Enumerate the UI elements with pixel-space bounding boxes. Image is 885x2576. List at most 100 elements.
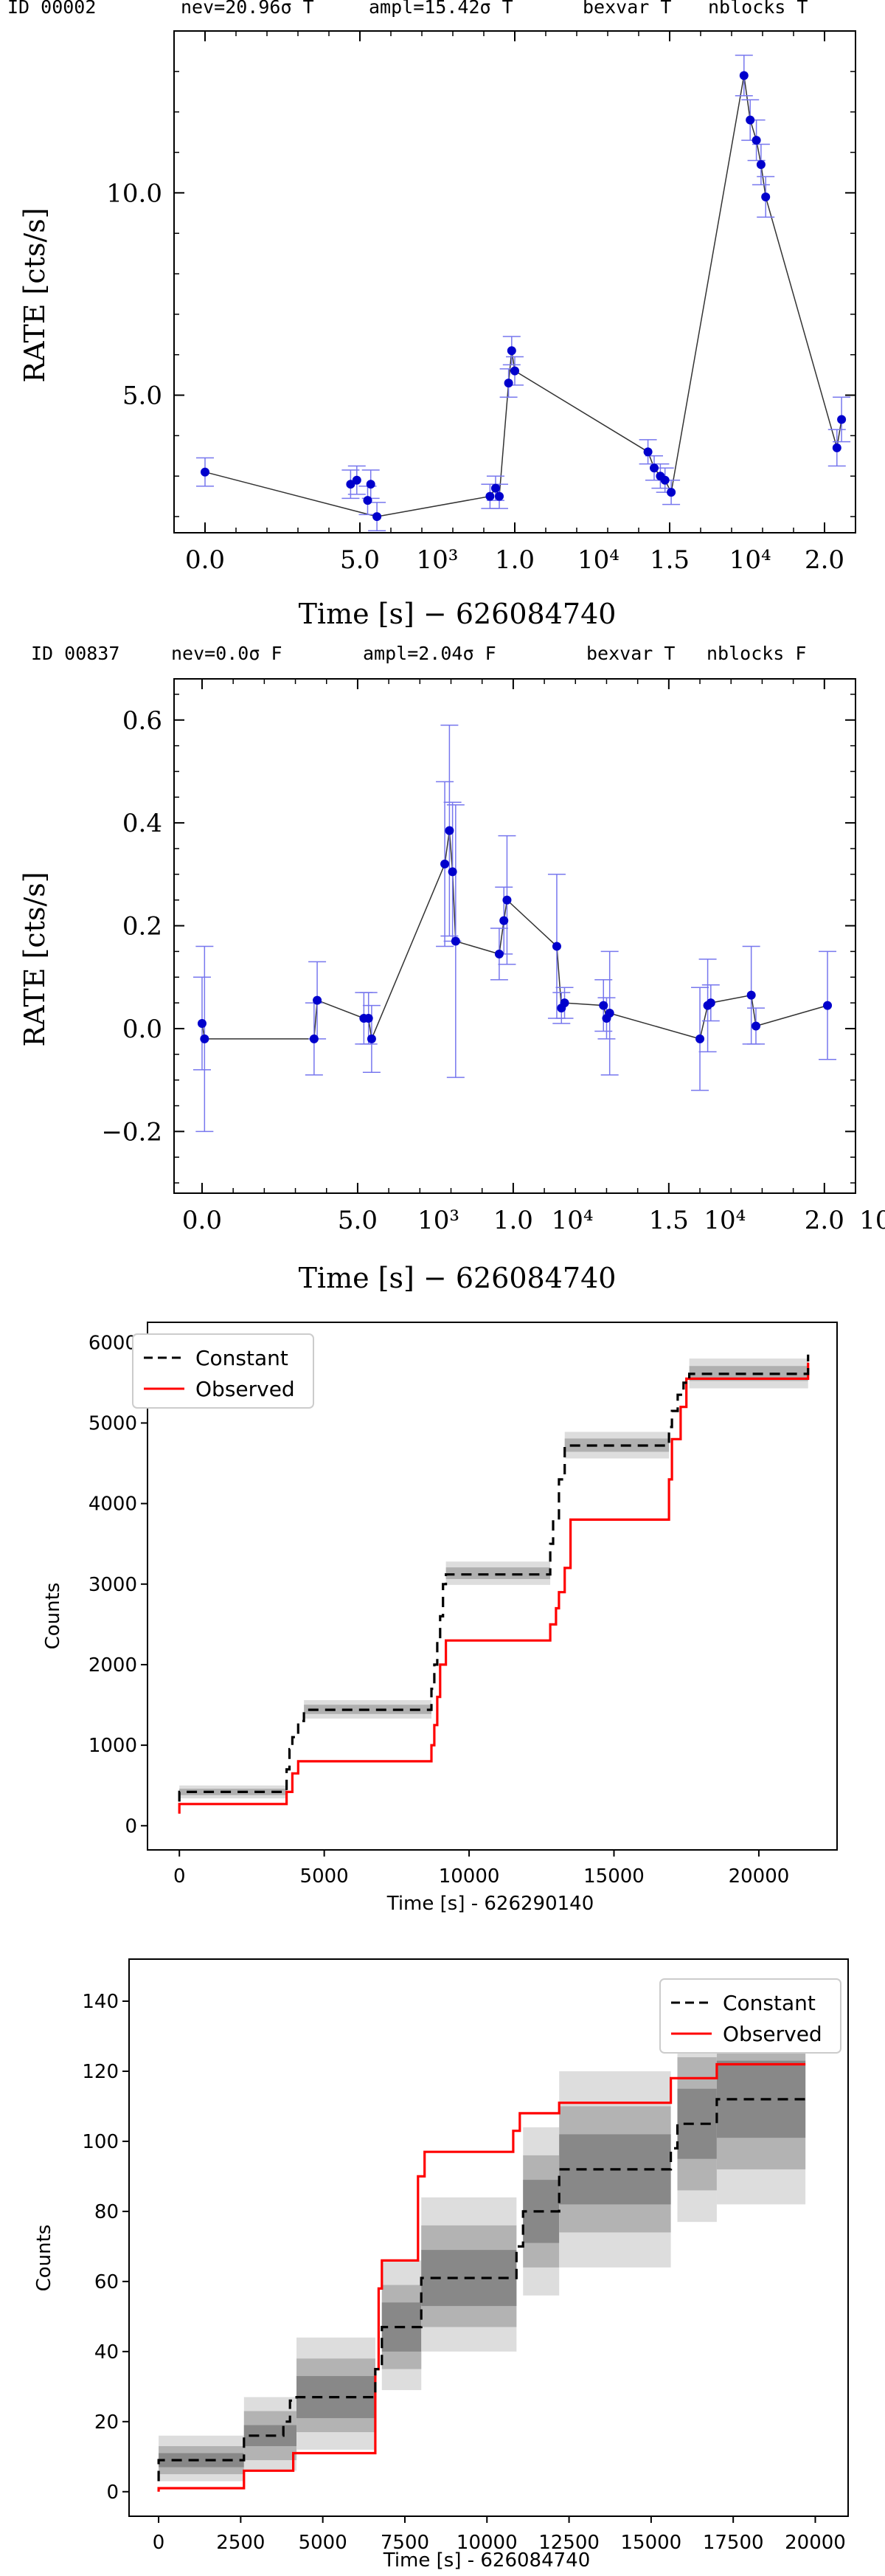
header-nblocks: nblocks T <box>708 0 808 18</box>
x-tick-label: 0.0 <box>182 1206 222 1235</box>
y-tick-label: 100 <box>82 2131 119 2153</box>
x-tick-exponent: 10³ <box>417 1206 459 1235</box>
data-point <box>364 1014 373 1023</box>
legend-label-constant: Constant <box>195 1346 288 1370</box>
header-ampl: ampl=15.42σ T <box>369 0 513 18</box>
plot-frame <box>147 1322 838 1851</box>
x-tick-label: 2500 <box>216 2532 265 2554</box>
data-point <box>552 942 561 951</box>
band-inner <box>564 1438 670 1452</box>
lightcurve-panel-1: ID 00002 nev=20.96σ T ampl=15.42σ T bexv… <box>0 0 885 635</box>
observed-line <box>157 2062 806 2492</box>
y-tick-label: 120 <box>82 2061 119 2083</box>
x-tick-label: 1.0 <box>493 1206 533 1235</box>
y-axis-label: Counts <box>42 1583 64 1650</box>
y-tick-label: 10.0 <box>106 179 162 208</box>
constant-line <box>178 1354 810 1802</box>
data-point <box>695 1034 705 1043</box>
header-ampl: ampl=2.04σ F <box>363 643 496 664</box>
cumulative-chart-1: Time [s] - 626290140 Counts 0 5000 10000 15… <box>42 1322 838 1915</box>
x-tick-exponent: 10⁴ <box>552 1206 594 1235</box>
y-tick-label: 20 <box>94 2411 119 2434</box>
x-tick-label: 2.0 <box>805 1206 844 1235</box>
data-point <box>372 512 382 522</box>
header-bexvar: bexvar T <box>583 0 671 18</box>
data-point <box>832 443 841 452</box>
x-tick-label: 5000 <box>300 1865 349 1888</box>
data-point <box>495 491 504 501</box>
x-tick-label: 0 <box>153 2532 165 2554</box>
data-point <box>313 995 322 1005</box>
data-point <box>746 115 755 125</box>
data-point <box>502 895 512 905</box>
data-point <box>451 936 460 946</box>
data-point <box>445 826 454 835</box>
y-tick-label: 5.0 <box>122 381 162 411</box>
x-tick-label: 10000 <box>439 1865 500 1888</box>
header-id: ID 00002 <box>7 0 96 18</box>
header-nev: nev=20.96σ T <box>181 0 314 18</box>
y-axis-label: RATE [cts/s] <box>18 871 51 1046</box>
band-inner <box>179 1789 287 1795</box>
x-tick-exponent: 10³ <box>417 545 459 575</box>
cumulative-chart-2: Time [s] - 626084740 Counts 0 2500 5000 750… <box>33 1958 849 2572</box>
y-tick-label: 0.0 <box>122 1015 162 1044</box>
legend-label-observed: Observed <box>195 1377 295 1401</box>
header-id: ID 00837 <box>31 643 119 664</box>
x-tick-exponent: 10⁴ <box>704 1206 746 1235</box>
plot-frame <box>128 1958 849 2517</box>
data-point <box>752 136 761 145</box>
data-point <box>660 475 670 485</box>
observed-line <box>178 1362 810 1814</box>
x-tick-exponent: 10⁴ <box>577 545 620 575</box>
x-tick-label: 20000 <box>785 2532 846 2554</box>
y-tick-label: 0.4 <box>122 809 162 838</box>
band-inner <box>677 2088 717 2159</box>
data-point <box>746 990 756 1000</box>
y-tick-label: 140 <box>82 1991 119 2013</box>
data-point <box>490 483 500 493</box>
legend-label-constant: Constant <box>723 1991 816 2015</box>
y-tick-label: 2000 <box>88 1654 137 1677</box>
y-tick-label: 0.6 <box>122 706 162 736</box>
x-axis-label: Time [s] - 626084740 <box>383 2549 591 2572</box>
y-tick-label: 80 <box>94 2201 119 2223</box>
x-tick-label: 5.0 <box>340 545 380 575</box>
band-inner <box>445 1567 551 1579</box>
header-nev: nev=0.0σ F <box>171 643 282 664</box>
legend: Constant Observed <box>132 1333 314 1409</box>
data-point <box>756 159 766 169</box>
x-tick-label: 1.5 <box>650 545 690 575</box>
cumulative-panel-1: Time [s] - 626290140 Counts 0 5000 10000 15… <box>0 1313 885 1919</box>
data-point <box>739 71 749 80</box>
y-tick-label: 3000 <box>88 1574 137 1596</box>
data-point <box>650 463 659 473</box>
x-tick-label: 0 <box>173 1865 186 1888</box>
x-tick-label: 0.0 <box>185 545 225 575</box>
data-point <box>599 1001 608 1010</box>
data-point <box>352 475 361 485</box>
y-tick-label: 5000 <box>88 1412 137 1434</box>
x-axis-label: Time [s] - 626290140 <box>386 1893 594 1915</box>
data-point <box>499 916 509 925</box>
y-tick-label: 40 <box>94 2341 119 2363</box>
y-tick-label: 60 <box>94 2271 119 2293</box>
x-tick-label: 17500 <box>703 2532 764 2554</box>
legend-label-observed: Observed <box>723 2022 822 2046</box>
data-point <box>823 1001 833 1010</box>
y-axis-label: RATE [cts/s] <box>18 207 51 382</box>
plot-frame <box>173 678 856 1194</box>
data-point <box>507 346 516 356</box>
lightcurve-line <box>201 830 828 1041</box>
constant-line <box>157 2098 806 2482</box>
data-point <box>751 1021 760 1031</box>
x-tick-label: 1.5 <box>649 1206 689 1235</box>
x-tick-exponent: 10⁴ <box>729 545 771 575</box>
y-tick-label: 6000 <box>88 1332 137 1354</box>
data-point <box>201 467 209 477</box>
x-tick-label: 15000 <box>583 1865 645 1888</box>
band-inner <box>159 2453 244 2468</box>
header-nblocks: nblocks F <box>707 643 806 664</box>
data-point <box>448 867 457 877</box>
lightcurve-line <box>204 75 842 517</box>
